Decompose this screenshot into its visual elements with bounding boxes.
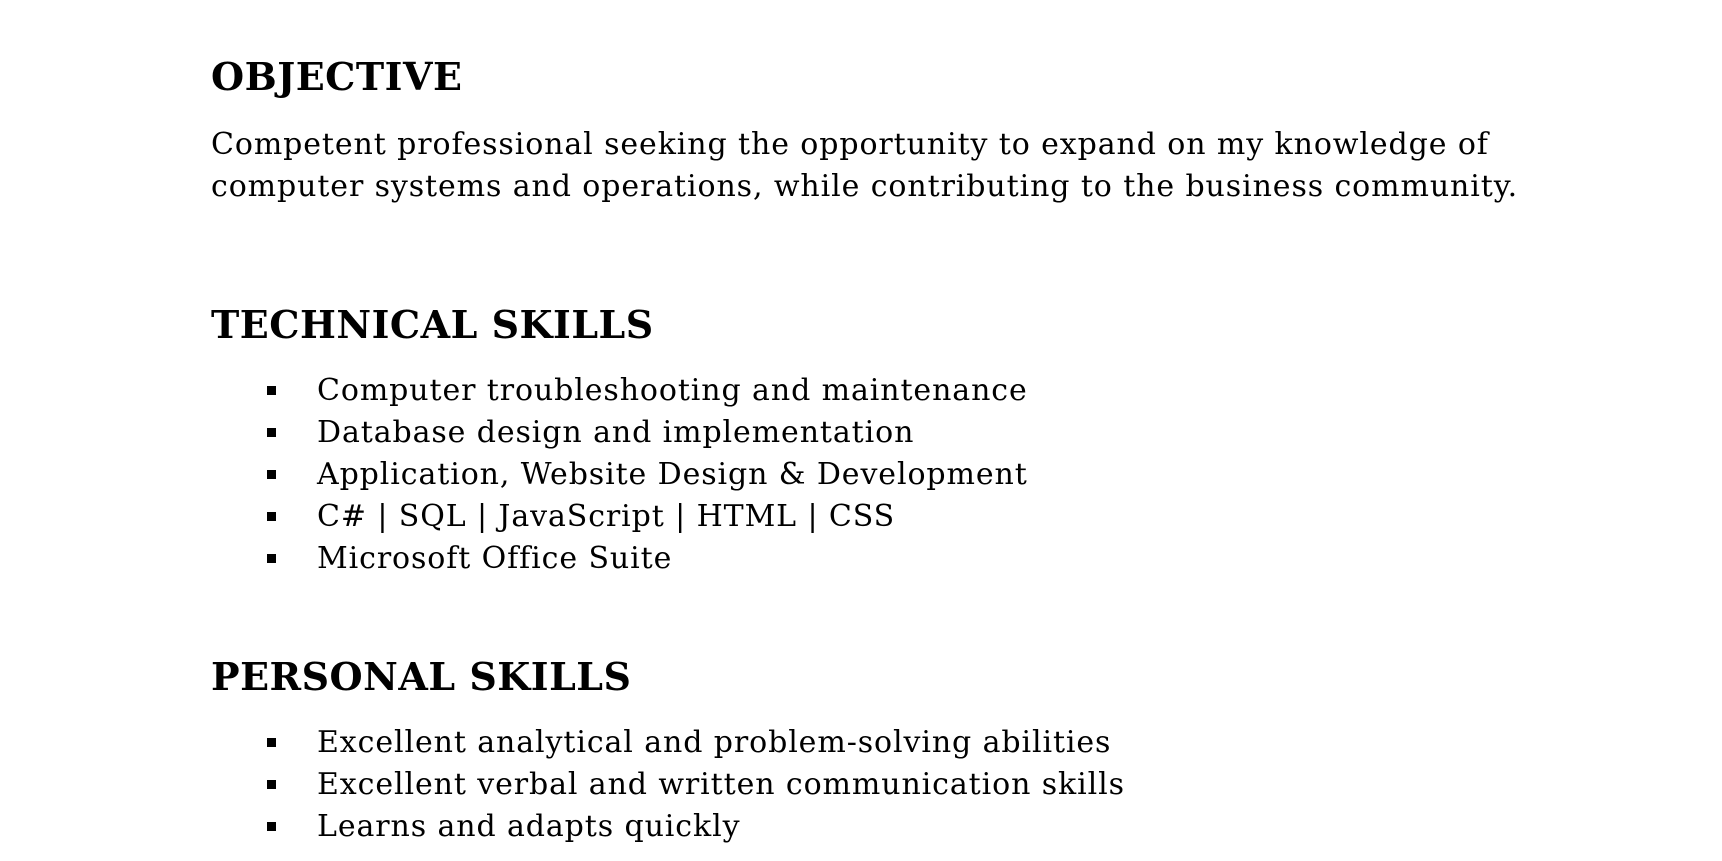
personal-skill-text: Excellent verbal and written communicati… xyxy=(317,767,1125,802)
list-item: Excellent analytical and problem-solving… xyxy=(211,722,1531,764)
square-bullet-icon xyxy=(267,554,276,563)
square-bullet-icon xyxy=(267,428,276,437)
square-bullet-icon xyxy=(267,780,276,789)
objective-text: Competent professional seeking the oppor… xyxy=(211,124,1531,208)
technical-skill-text: Microsoft Office Suite xyxy=(317,541,673,576)
personal-skills-list: Excellent analytical and problem-solving… xyxy=(211,722,1531,848)
square-bullet-icon xyxy=(267,386,276,395)
list-item: Computer troubleshooting and maintenance xyxy=(211,370,1531,412)
list-item: Database design and implementation xyxy=(211,412,1531,454)
square-bullet-icon xyxy=(267,470,276,479)
square-bullet-icon xyxy=(267,738,276,747)
list-item: Learns and adapts quickly xyxy=(211,806,1531,848)
technical-skills-heading: TECHNICAL SKILLS xyxy=(211,302,654,347)
technical-skills-list: Computer troubleshooting and maintenance… xyxy=(211,370,1531,580)
technical-skill-text: Database design and implementation xyxy=(317,415,915,450)
technical-skill-text: C# | SQL | JavaScript | HTML | CSS xyxy=(317,499,896,534)
personal-skill-text: Excellent analytical and problem-solving… xyxy=(317,725,1112,760)
square-bullet-icon xyxy=(267,512,276,521)
personal-skills-heading: PERSONAL SKILLS xyxy=(211,654,632,699)
list-item: Excellent verbal and written communicati… xyxy=(211,764,1531,806)
technical-skill-text: Application, Website Design & Developmen… xyxy=(317,457,1028,492)
list-item: C# | SQL | JavaScript | HTML | CSS xyxy=(211,496,1531,538)
list-item: Application, Website Design & Developmen… xyxy=(211,454,1531,496)
personal-skill-text: Learns and adapts quickly xyxy=(317,809,741,844)
list-item: Microsoft Office Suite xyxy=(211,538,1531,580)
technical-skill-text: Computer troubleshooting and maintenance xyxy=(317,373,1028,408)
personal-skills-section: PERSONAL SKILLS Excellent analytical and… xyxy=(211,654,1531,848)
square-bullet-icon xyxy=(267,822,276,831)
objective-section: OBJECTIVE Competent professional seeking… xyxy=(211,54,1531,208)
objective-text-line-2: computer systems and operations, while c… xyxy=(211,169,1519,204)
technical-skills-section: TECHNICAL SKILLS Computer troubleshootin… xyxy=(211,302,1531,580)
objective-heading: OBJECTIVE xyxy=(211,54,463,99)
objective-text-line-1: Competent professional seeking the oppor… xyxy=(211,127,1489,162)
